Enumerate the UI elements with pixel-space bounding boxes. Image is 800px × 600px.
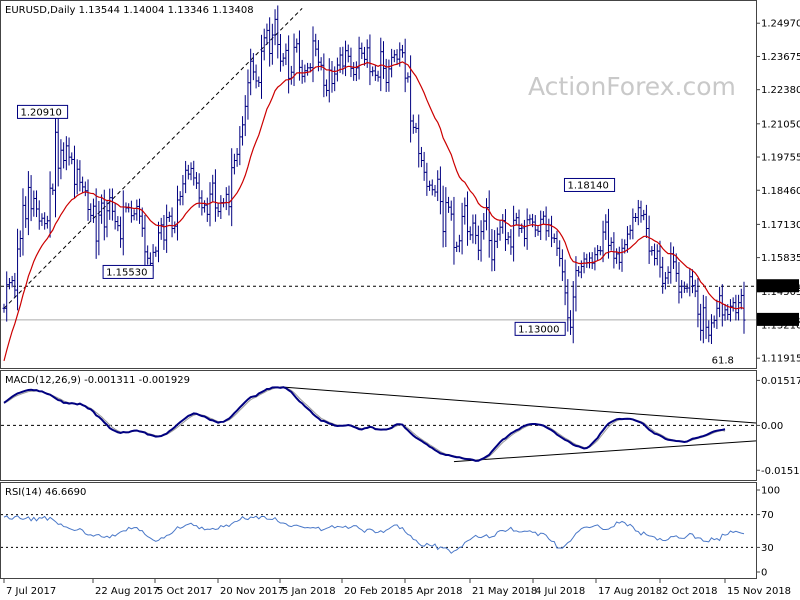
price-bar (742, 281, 746, 334)
time-tick-label: 15 Nov 2018 (727, 586, 791, 597)
rising-trendline (3, 7, 303, 309)
rsi-tick-label: 0 (761, 568, 767, 579)
time-tick-label: 21 May 2018 (472, 586, 537, 597)
moving-average-series (3, 61, 745, 362)
macd-line (3, 386, 726, 462)
panel-frames (0, 0, 757, 579)
rsi-line (3, 515, 745, 554)
rsi-panel-frame (0, 482, 757, 579)
swing-low-label: 1.15530 (106, 267, 147, 278)
time-tick-label: 22 Aug 2017 (95, 586, 159, 597)
time-tick-label: 2 Oct 2018 (662, 586, 717, 597)
time-tick-label: 7 Jul 2017 (6, 586, 56, 597)
price-tick-label: 1.19755 (761, 153, 800, 164)
macd-tick-label: 0.015178 (761, 376, 800, 387)
rsi-tick-label: 70 (761, 510, 774, 521)
swing-high-label-box (17, 104, 69, 119)
price-tick-label: 1.22380 (761, 85, 800, 96)
rsi-tick-label: 100 (761, 486, 780, 497)
time-tick-label: 20 Feb 2018 (344, 586, 406, 597)
price-panel-title: EURUSD,Daily 1.13544 1.14004 1.13346 1.1… (5, 5, 254, 16)
price-tick-label: 1.11915 (761, 354, 800, 365)
price-axis-tag (757, 312, 799, 326)
price-bars (2, 5, 746, 345)
price-trendline (3, 7, 303, 309)
macd-tick-label: 0.00 (761, 421, 783, 432)
rsi-panel-title: RSI(14) 46.6690 (5, 487, 86, 498)
rsi-levels (1, 514, 756, 548)
macd-trendlines (280, 386, 757, 463)
price-tick-label: 1.21050 (761, 119, 800, 130)
swing-low-label-box (102, 264, 154, 279)
price-tick-label: 1.13210 (761, 320, 800, 331)
price-tick-label: 1.14505 (761, 287, 800, 298)
recent-low-label: 1.13000 (518, 324, 559, 335)
time-tick-label: 5 Apr 2018 (407, 586, 462, 597)
macd-panel-title: MACD(12,26,9) -0.001311 -0.001929 (5, 375, 190, 386)
rsi-series (3, 515, 745, 554)
resistance-label: 1.14720 (759, 282, 800, 293)
price-tick-label: 1.15835 (761, 253, 800, 264)
price-axis: 1.24970 1.23675 1.22380 1.21050 1.19755 1.184… (756, 19, 800, 365)
time-tick-label: 20 Nov 2017 (220, 586, 284, 597)
watermark: ActionForex.com (528, 72, 736, 101)
swing-high-label: 1.20910 (21, 107, 62, 118)
last-price-label: 1.13408 (759, 316, 800, 327)
price-reference-lines (1, 285, 756, 321)
macd-axis: 0.015178 0.00 -0.015126 (756, 376, 800, 477)
price-axis-tag (757, 279, 799, 293)
recent-high-label-box (563, 177, 616, 192)
price-panel-frame (0, 0, 757, 369)
fib-label: 61.8 (712, 355, 734, 366)
time-tick-label: 17 Aug 2018 (598, 586, 662, 597)
rsi-tick-label: 30 (761, 543, 774, 554)
price-tick-label: 1.17130 (761, 220, 800, 231)
time-tick-label: 5 Jan 2018 (282, 586, 336, 597)
macd-lower-trendline (453, 440, 757, 463)
price-tick-label: 1.18460 (761, 186, 800, 197)
rsi-axis: 100 70 30 0 (756, 486, 780, 579)
moving-average-line (3, 61, 745, 362)
macd-tick-label: -0.015126 (761, 466, 800, 477)
time-tick-label: 5 Oct 2017 (157, 586, 212, 597)
price-tick-label: 1.24970 (761, 19, 800, 30)
recent-low-label-box (514, 321, 566, 336)
recent-high-label: 1.18140 (567, 180, 608, 191)
price-tick-label: 1.23675 (761, 52, 800, 63)
macd-upper-trendline (280, 386, 757, 424)
macd-lines (3, 386, 726, 462)
time-tick-label: 4 Jul 2018 (535, 586, 585, 597)
